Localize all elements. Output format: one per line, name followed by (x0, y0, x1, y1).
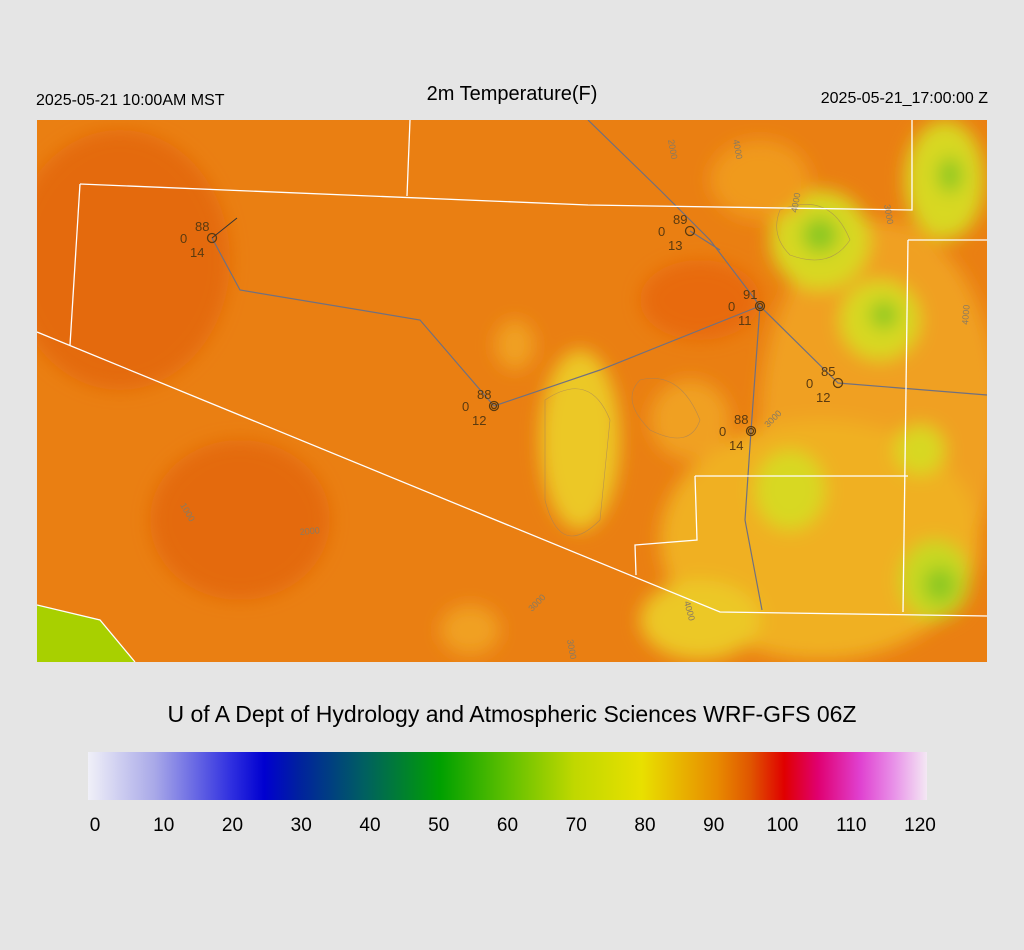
colorbar-tick-label: 0 (90, 815, 101, 836)
colorbar-tick-label: 80 (634, 815, 655, 836)
contour-label: 4000 (789, 192, 802, 213)
wind-barb (211, 217, 238, 239)
valid-time-utc: 2025-05-21_17:00:00 Z (821, 90, 988, 107)
station-marker-inner (490, 402, 498, 410)
station-marker-inner (747, 427, 755, 435)
contour-label: 2000 (299, 525, 320, 537)
colorbar-tick-label: 120 (904, 815, 936, 836)
map (37, 120, 987, 662)
contour-label: 3000 (565, 639, 578, 660)
map-title: 2m Temperature(F) (427, 83, 598, 105)
station-dewpoint: 11 (738, 313, 752, 328)
station-temp: 88 (195, 219, 209, 234)
station-dewpoint: 12 (816, 390, 830, 405)
credit: U of A Dept of Hydrology and Atmospheric… (167, 701, 856, 727)
colorbar (88, 752, 927, 800)
station-marker (684, 225, 696, 237)
station-temp: 91 (743, 287, 757, 302)
colorbar-tick-label: 70 (566, 815, 587, 836)
station-wind: 0 (462, 399, 469, 414)
colorbar-tick-label: 100 (767, 815, 799, 836)
colorbar-tick-label: 30 (291, 815, 312, 836)
colorbar-tick-label: 40 (359, 815, 380, 836)
station-temp: 88 (477, 387, 491, 402)
station-temp: 85 (821, 364, 835, 379)
valid-time-local: 2025-05-21 10:00AM MST (36, 92, 225, 109)
colorbar-tick-label: 90 (703, 815, 724, 836)
station-marker (488, 400, 500, 412)
colorbar-ticks: 0 10 20 30 40 50 60 70 80 90 100 110 120 (90, 815, 936, 836)
station-dewpoint: 14 (190, 245, 204, 260)
station-dewpoint: 13 (668, 238, 682, 253)
station-temp: 88 (734, 412, 748, 427)
contour-label: 2000 (666, 139, 679, 160)
station-marker (206, 232, 218, 244)
station-wind: 0 (658, 224, 665, 239)
station-dewpoint: 14 (729, 438, 743, 453)
station-wind: 0 (728, 299, 735, 314)
contour-label: 3000 (882, 204, 895, 225)
colorbar-tick-label: 10 (153, 815, 174, 836)
contour-label: 4000 (731, 139, 744, 160)
station-wind: 0 (719, 424, 726, 439)
station-marker-inner (756, 302, 764, 310)
colorbar-tick-label: 50 (428, 815, 449, 836)
station-wind: 0 (806, 376, 813, 391)
colorbar-tick-label: 20 (222, 815, 243, 836)
station-marker (754, 300, 766, 312)
station-dewpoint: 12 (472, 413, 486, 428)
station-marker (745, 425, 757, 437)
station-wind: 0 (180, 231, 187, 246)
colorbar-tick-label: 60 (497, 815, 518, 836)
colorbar-tick-label: 110 (836, 815, 866, 836)
station-temp: 89 (673, 212, 687, 227)
contour-label: 4000 (960, 304, 972, 325)
station-marker (832, 377, 844, 389)
